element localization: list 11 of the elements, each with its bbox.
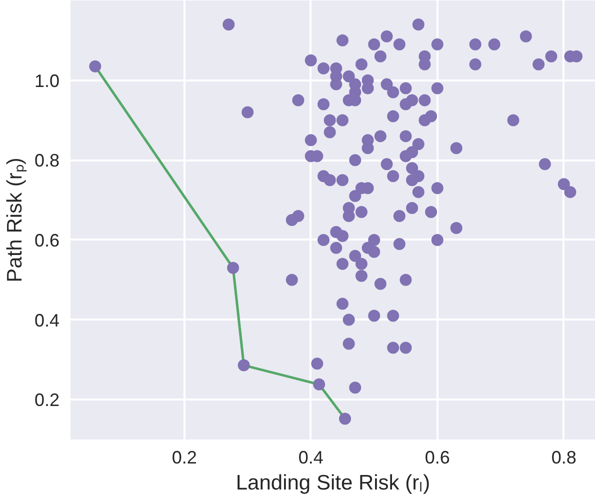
y-tick-label: 1.0 (34, 70, 60, 91)
x-axis-title: Landing Site Risk (rₗ) (236, 472, 430, 494)
x-tick-label: 0.2 (172, 448, 197, 468)
y-tick-label: 0.6 (34, 230, 60, 250)
x-tick-label: 0.4 (298, 448, 324, 468)
y-tick-label: 0.8 (34, 150, 60, 171)
x-tick-label: 0.6 (424, 448, 450, 468)
y-tick-label: 0.4 (34, 310, 60, 330)
y-tick-label: 0.2 (34, 390, 60, 410)
y-axis-title: Path Risk (rₚ) (3, 158, 28, 282)
x-tick-label: 0.8 (551, 448, 576, 468)
